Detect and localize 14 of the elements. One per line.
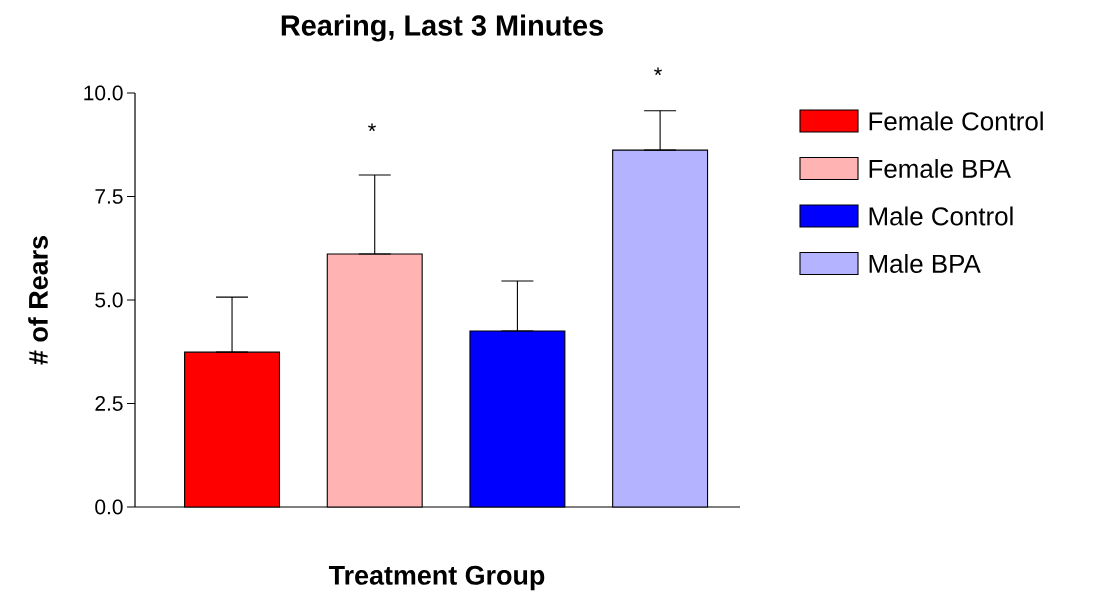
y-tick-label: 10.0: [84, 85, 123, 101]
legend-label: Female Control: [869, 111, 1043, 131]
text: *: [654, 67, 662, 76]
y-axis-title: # of Rears: [28, 236, 48, 365]
y-tick-label: 2.5: [95, 396, 123, 411]
y-tick-label: 0.0: [95, 499, 123, 515]
chart-title: Rearing, Last 3 Minutes: [281, 14, 603, 42]
y-tick-label: 7.5: [95, 189, 123, 204]
annotation: *: [368, 123, 376, 132]
legend-label: Male Control: [869, 206, 1013, 226]
legend-label: Female BPA: [869, 158, 1011, 178]
legend-label: Male BPA: [869, 253, 981, 273]
x-axis-title: Treatment Group: [328, 565, 545, 591]
y-tick-label: 5.0: [95, 292, 123, 308]
